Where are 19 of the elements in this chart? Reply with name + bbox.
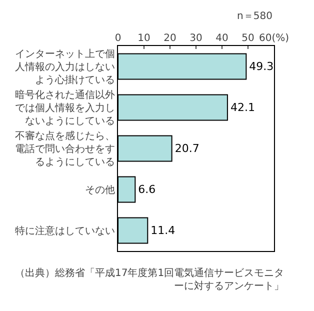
- data-label: 11.4: [150, 224, 176, 237]
- x-tick-label: 40: [216, 33, 228, 44]
- data-label: 42.1: [230, 101, 255, 114]
- text: （出典）総務省「平成17年度第1回電気通信サービスモニターに対するアンケート」: [15, 267, 284, 292]
- data-label: 49.3: [249, 60, 274, 73]
- y-tick-label: 不審な点を感じたら、電話で問い合わせをするようにしている: [15, 130, 115, 168]
- y-tick-label: 暗号化された通信以外では個人情報を入力しないようにしている: [15, 89, 115, 127]
- data-label: 20.7: [174, 142, 200, 155]
- text: n＝580: [237, 11, 272, 22]
- y-tick-label: 特に注意はしていない: [15, 225, 115, 237]
- y-tick-label: インターネット上で個人情報の入力はしないよう心掛けている: [15, 48, 115, 86]
- data-label: 6.6: [138, 183, 156, 196]
- x-tick-label: 0: [114, 33, 122, 44]
- x-tick-label: 30: [190, 33, 202, 44]
- y-tick-label: その他: [85, 184, 115, 196]
- x-tick-label: 20: [164, 33, 176, 44]
- x-tick-label: 10: [138, 33, 150, 44]
- x-tick-label: 60(%): [258, 33, 290, 44]
- x-tick-label: 50: [242, 33, 254, 44]
